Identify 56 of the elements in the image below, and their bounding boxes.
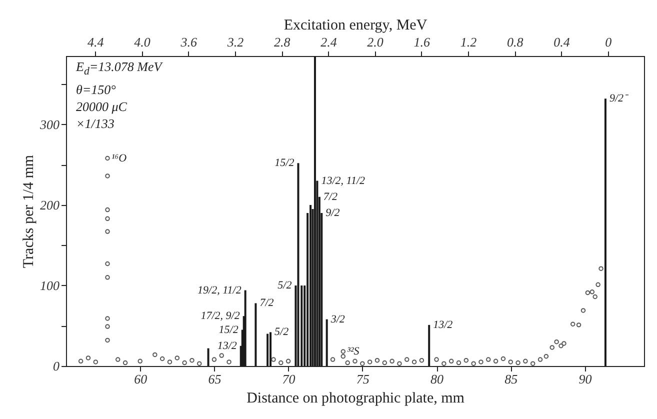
annotation: 7/2 [323,190,338,203]
y-tick-label: 300 [39,116,60,132]
y-tick-label: 100 [40,278,60,293]
x2-tick-label: 4.4 [88,34,104,50]
x-tick-label: 90 [578,372,592,386]
x-axis-title: Distance on photographic plate, mm [246,390,465,406]
annotation: E$_{d}$=13.078 MeV [76,58,162,80]
bar [310,204,312,366]
annotation: 15/2 [274,157,295,170]
bar [428,324,430,366]
x2-tick-label: 0 [605,34,612,50]
annotation: 13/2, 11/2 [321,174,366,187]
annotation: 5/2 [278,279,292,292]
x-tick-label: 70 [282,372,296,386]
x2-tick-label: 3.2 [226,34,244,50]
annotation: 20000 μC [76,98,128,115]
annotation: 15/2 [218,324,239,336]
bar [604,98,606,366]
y-tick-label: 0 [53,358,60,374]
y-tick-label: 200 [40,197,60,212]
bar [266,334,269,366]
annotation: ³²S [347,346,360,358]
x2-tick-label: 0.4 [554,34,570,50]
annotation: ¹⁶O [111,152,127,164]
annotation: ×1/133 [76,114,116,132]
x2-axis-title: Excitation energy, MeV [284,18,428,34]
bar [297,163,300,366]
x2-tick-label: 2.8 [274,34,291,50]
x-tick-label: 65 [208,372,222,386]
y-axis-title: Tracks per 1/4 mm [21,154,37,268]
annotation: 5/2 [274,326,290,338]
x2-tick-label: 1.6 [414,34,431,50]
bar [207,348,210,366]
bar [326,319,328,366]
annotation: 3/2 [330,313,346,326]
x2-tick-label: 0.8 [507,34,524,50]
annotation: θ=150° [76,80,117,98]
x2-tick-label: 3.6 [180,34,198,50]
x-tick-label: 60 [134,372,148,386]
x2-tick-label: 1.2 [460,34,478,50]
annotation: 7/2 [260,297,274,310]
x-tick-label: 75 [356,372,370,386]
x2-tick-label: 4.0 [134,34,151,50]
annotation: 9/2⁻ [609,92,630,105]
annotation: 19/2, 11/2 [198,284,242,296]
x-tick-label: 80 [430,372,444,386]
annotation: 13/2 [217,340,238,352]
annotation: 17/2, 9/2 [200,310,240,322]
x2-tick-label: 2.4 [320,34,338,50]
bar [270,332,272,366]
annotation: 9/2 [326,207,340,220]
bar [244,290,246,366]
x2-tick-label: 2.0 [367,34,384,50]
x-tick-label: 85 [504,372,518,386]
annotation: 13/2 [433,318,454,331]
bar [314,56,316,366]
